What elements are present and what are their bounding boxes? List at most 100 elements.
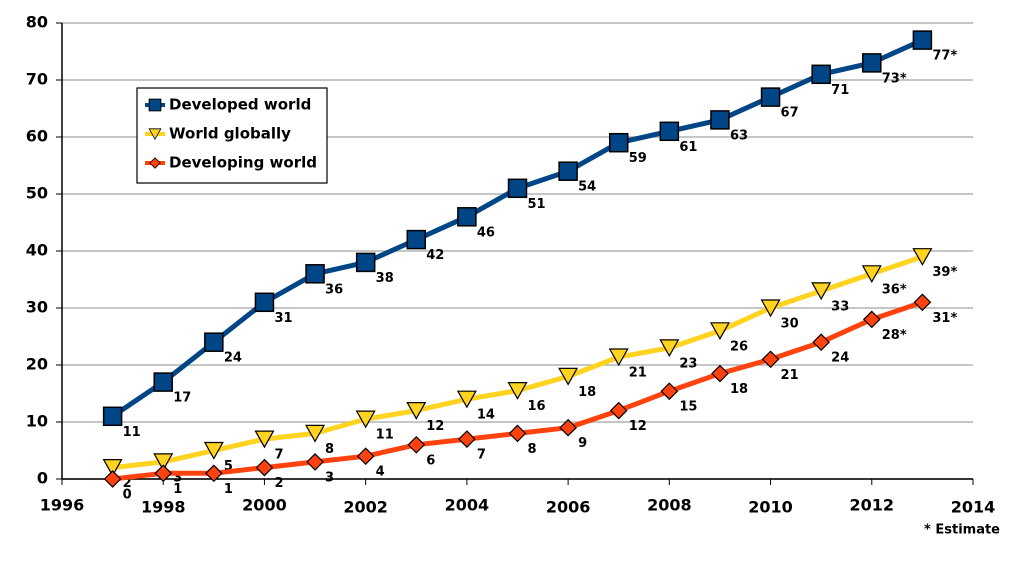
y-tick-label: 0: [37, 469, 48, 488]
data-point: [608, 132, 629, 153]
y-tick-label: 30: [26, 298, 48, 317]
value-label: 61: [679, 140, 697, 155]
data-point: [862, 53, 882, 73]
value-label: 9: [578, 436, 587, 451]
value-label: 11: [123, 425, 141, 440]
data-point: [102, 406, 123, 427]
data-point: [255, 458, 274, 477]
value-label: 33: [831, 299, 849, 314]
data-point: [862, 310, 881, 329]
legend-marker: [148, 128, 162, 140]
data-point: [407, 435, 426, 454]
legend-marker: [149, 157, 161, 169]
data-point: [457, 207, 477, 227]
data-point: [711, 364, 729, 383]
x-tick-label: 1996: [40, 496, 85, 515]
data-point: [761, 350, 780, 369]
value-label: 5: [224, 459, 233, 474]
legend-label: Developing world: [169, 154, 317, 172]
x-tick-label: 2010: [748, 498, 793, 517]
data-point: [608, 348, 629, 367]
data-point: [812, 333, 831, 352]
x-tick-label: 2006: [546, 498, 591, 517]
data-point: [254, 292, 275, 313]
data-point: [559, 418, 577, 437]
data-point: [355, 252, 376, 273]
y-tick-label: 60: [26, 127, 48, 146]
data-point: [204, 464, 223, 483]
data-point: [356, 447, 375, 466]
data-point: [203, 441, 224, 460]
data-point: [507, 178, 528, 199]
value-label: 3: [173, 470, 182, 485]
legend-label: World globally: [169, 125, 291, 143]
data-point: [154, 464, 173, 483]
value-label: 59: [629, 151, 647, 166]
y-tick-label: 10: [26, 412, 48, 431]
data-point: [659, 121, 680, 142]
legend-box: [136, 87, 328, 184]
value-label: 28*: [882, 328, 907, 343]
data-point: [406, 402, 427, 420]
data-point: [861, 265, 882, 284]
value-label: 67: [781, 106, 799, 121]
data-point: [153, 372, 173, 392]
value-label: 77*: [932, 49, 957, 64]
legend-marker: [148, 98, 162, 112]
value-label: 24: [224, 351, 242, 366]
value-label: 39*: [932, 265, 957, 280]
data-point: [912, 248, 933, 266]
value-label: 26: [730, 339, 748, 354]
x-tick-label: 1998: [141, 498, 186, 517]
value-label: 2: [274, 476, 283, 491]
data-point: [102, 459, 123, 477]
data-point: [609, 401, 628, 420]
data-point: [710, 110, 730, 130]
value-label: 73*: [882, 71, 907, 86]
data-point: [912, 30, 933, 50]
value-label: 14: [477, 408, 495, 423]
data-point: [508, 424, 527, 443]
value-label: 23: [679, 356, 697, 371]
value-label: 46: [477, 225, 495, 240]
data-point: [760, 299, 781, 318]
value-label: 6: [426, 453, 435, 468]
data-point: [456, 390, 477, 409]
x-tick-label: 2002: [343, 498, 388, 517]
data-point: [558, 161, 578, 181]
value-label: 51: [528, 197, 546, 212]
value-label: 8: [325, 442, 334, 457]
data-point: [811, 64, 831, 85]
value-label: 30: [781, 317, 799, 332]
value-label: 3: [325, 470, 334, 485]
value-label: 16: [528, 399, 546, 414]
value-label: 4: [376, 465, 385, 480]
value-label: 38: [376, 271, 394, 286]
value-label: 7: [274, 448, 283, 463]
y-tick-label: 20: [26, 355, 48, 374]
value-label: 7: [477, 448, 486, 463]
x-tick-label: 2004: [445, 496, 490, 515]
value-label: 63: [730, 128, 748, 143]
data-point: [913, 293, 932, 312]
y-tick-label: 50: [26, 184, 48, 203]
data-point: [659, 339, 680, 358]
data-point: [558, 367, 579, 386]
data-point: [204, 332, 224, 352]
value-label: 71: [831, 83, 849, 98]
value-label: 31: [274, 311, 292, 326]
x-tick-label: 2012: [850, 496, 895, 515]
annotation: * Estimate: [924, 523, 1000, 538]
value-label: 18: [578, 385, 596, 400]
value-label: 11: [376, 428, 394, 443]
data-point: [305, 264, 325, 284]
data-point: [660, 382, 679, 401]
data-point: [458, 430, 476, 448]
data-point: [103, 470, 122, 488]
y-tick-label: 40: [26, 241, 48, 260]
value-label: 54: [578, 180, 596, 195]
legend-label: Developed world: [169, 96, 311, 114]
x-tick-label: 2014: [951, 498, 996, 517]
